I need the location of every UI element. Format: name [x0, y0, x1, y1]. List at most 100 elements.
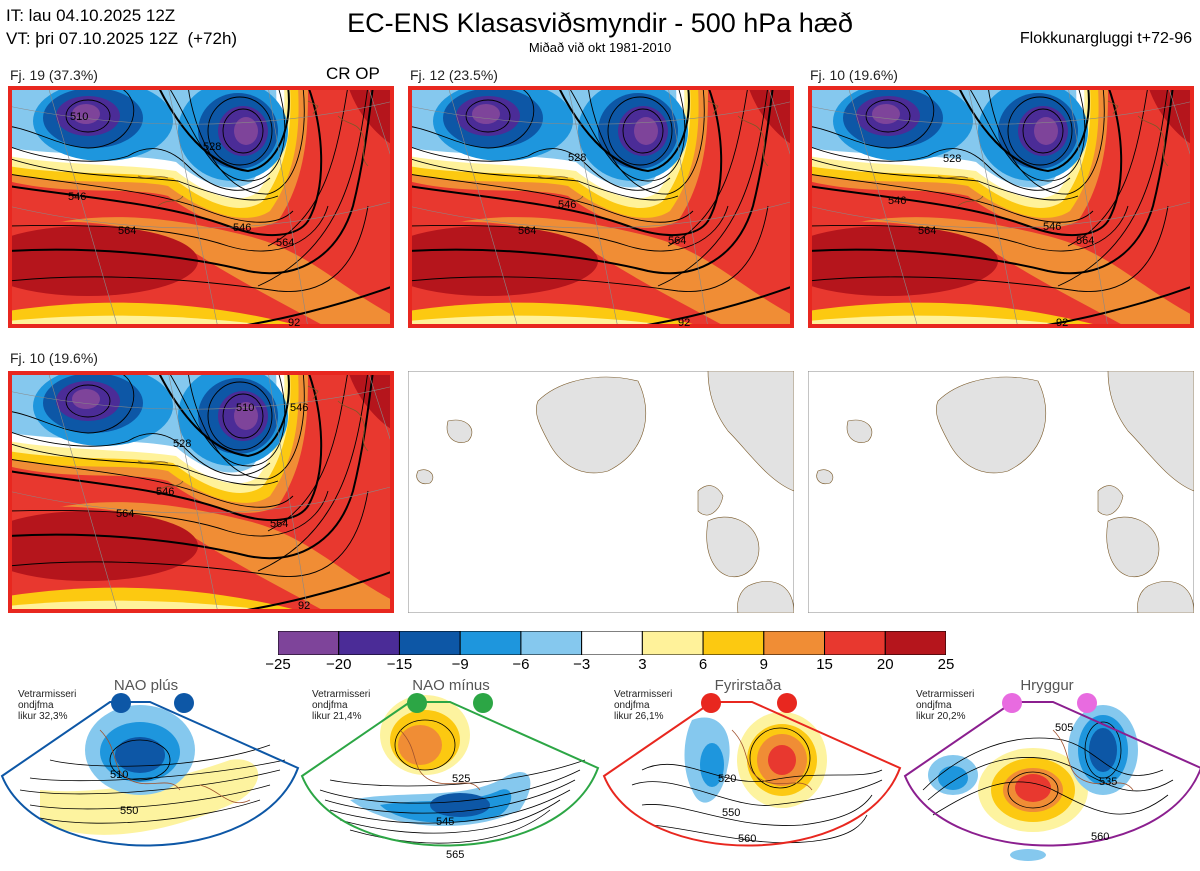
- regime-contour-label: 510: [110, 769, 128, 781]
- panel-1-border: [8, 86, 394, 328]
- colorbar-tick-label: −25: [265, 656, 291, 673]
- contour-label: 564: [118, 225, 136, 237]
- contour-label: 546: [156, 486, 174, 498]
- regime-note-nao-plus: Vetrarmisseri ondjfma likur 32,3%: [18, 689, 77, 722]
- regime-contour-label: 545: [436, 816, 454, 828]
- classification-window: Flokkunargluggi t+72-96: [1019, 30, 1192, 47]
- colorbar-swatch: [824, 631, 886, 655]
- contour-label: 546: [888, 195, 906, 207]
- regime-map-ridge: 505 535 560: [903, 693, 1200, 861]
- regime-contour-label: 505: [1055, 722, 1073, 734]
- regime-note-nao-minus: Vetrarmisseri ondjfma likur 21,4%: [312, 689, 371, 722]
- colorbar-tick-label: −3: [573, 656, 591, 673]
- regime-map-blocking: 520 550 560: [602, 693, 902, 847]
- regime-dot: [473, 693, 493, 713]
- panel-2-label: Fj. 12 (23.5%): [410, 67, 498, 83]
- colorbar-tick-label: −6: [512, 656, 530, 673]
- colorbar-swatch: [520, 631, 583, 655]
- contour-label: 546: [1043, 221, 1061, 233]
- page-subtitle: Miðað við okt 1981-2010: [528, 40, 672, 55]
- regime-title-nao-minus: NAO mínus: [412, 677, 490, 694]
- colorbar: [278, 631, 946, 655]
- contour-label: 510: [236, 402, 254, 414]
- regime-contour-label: 560: [1091, 831, 1109, 843]
- regime-note-blocking: Vetrarmisseri ondjfma likur 26,1%: [614, 689, 673, 722]
- colorbar-swatch: [702, 631, 765, 655]
- regime-contour-label: 550: [722, 807, 740, 819]
- regime-title-blocking: Fyrirstaða: [714, 677, 782, 694]
- regime-maps: 510 550 525 545 565: [0, 693, 1200, 861]
- colorbar-swatch: [581, 631, 643, 655]
- regime-dot: [777, 693, 797, 713]
- contour-label: 92: [298, 600, 310, 612]
- regime-title-ridge: Hryggur: [1020, 677, 1074, 694]
- colorbar-tick-label: 15: [816, 656, 833, 673]
- regime-dot: [111, 693, 131, 713]
- regime-contour-label: 560: [738, 833, 756, 845]
- colorbar-tick-label: −9: [451, 656, 469, 673]
- regime-map-nao-minus: 525 545 565: [300, 693, 600, 861]
- colorbar-tick-label: 20: [876, 656, 894, 673]
- contour-label: 546: [290, 402, 308, 414]
- panel-1-extra: CR OP: [326, 64, 380, 83]
- cluster-map-1: 528 546 564 510 546 564 92: [8, 86, 394, 328]
- empty-map-6: [808, 371, 1194, 613]
- regime-title-nao-plus: NAO plús: [113, 677, 179, 694]
- regime-dot: [1077, 693, 1097, 713]
- empty-map-5: [408, 371, 794, 613]
- contour-label: 546: [233, 222, 251, 234]
- contour-label: 510: [70, 111, 88, 123]
- colorbar-tick-label: 3: [638, 656, 647, 673]
- panel-3-label: Fj. 10 (19.6%): [810, 67, 898, 83]
- contour-label: 528: [203, 141, 221, 153]
- regime-dot: [1002, 693, 1022, 713]
- regime-note-ridge: Vetrarmisseri ondjfma likur 20,2%: [916, 689, 975, 722]
- contour-label: 528: [943, 153, 961, 165]
- colorbar-tick-label: −15: [386, 656, 413, 673]
- contour-label: 546: [68, 191, 86, 203]
- colorbar-swatch: [459, 631, 522, 655]
- contour-label: 92: [1056, 317, 1068, 328]
- panel-2-border: [408, 86, 794, 328]
- contour-label: 564: [116, 508, 134, 520]
- colorbar-swatch: [278, 631, 340, 655]
- contour-label: 564: [270, 518, 288, 530]
- colorbar-swatch: [763, 631, 826, 655]
- contour-label: 564: [668, 235, 686, 247]
- panel-4-border: [8, 371, 394, 613]
- contour-label: 528: [568, 152, 586, 164]
- cluster-map-4: 528 546 564 510 546 564 92: [8, 371, 394, 613]
- cluster-map-3: 528 546 564 546 564 92: [808, 86, 1194, 328]
- contour-label: 564: [518, 225, 536, 237]
- regime-contour-label: 565: [446, 849, 464, 861]
- colorbar-swatch: [641, 631, 704, 655]
- colorbar-tick-label: 25: [937, 656, 955, 673]
- colorbar-swatch: [338, 631, 400, 655]
- contour-label: 564: [1076, 235, 1094, 247]
- panel-4-label: Fj. 10 (19.6%): [10, 350, 98, 366]
- colorbar-tick-label: 9: [759, 656, 768, 673]
- regime-contour-label: 520: [718, 773, 736, 785]
- panel-3-border: [808, 86, 1194, 328]
- regime-dot: [701, 693, 721, 713]
- regime-contour-label: 525: [452, 773, 470, 785]
- contour-label: 546: [558, 199, 576, 211]
- valid-time: VT: þri 07.10.2025 12Z (+72h): [6, 29, 238, 48]
- regime-map-nao-plus: 510 550: [0, 693, 300, 847]
- colorbar-swatch: [884, 631, 946, 655]
- cluster-map-2: 528 546 564 564 92: [408, 86, 794, 328]
- colorbar-tick-label: 6: [698, 656, 708, 673]
- regime-dot: [174, 693, 194, 713]
- panel-1-label: Fj. 19 (37.3%): [10, 67, 98, 83]
- contour-label: 564: [276, 237, 294, 249]
- contour-label: 564: [918, 225, 936, 237]
- contour-label: 92: [288, 317, 300, 328]
- colorbar-swatch: [398, 631, 461, 655]
- init-time: IT: lau 04.10.2025 12Z: [6, 6, 176, 25]
- page-title: EC-ENS Klasasviðsmyndir - 500 hPa hæð: [347, 8, 853, 38]
- regime-contour-label: 535: [1099, 776, 1117, 788]
- regime-contour-label: 550: [120, 805, 138, 817]
- regime-dot: [407, 693, 427, 713]
- contour-label: 92: [678, 317, 690, 328]
- colorbar-tick-label: −20: [325, 656, 352, 673]
